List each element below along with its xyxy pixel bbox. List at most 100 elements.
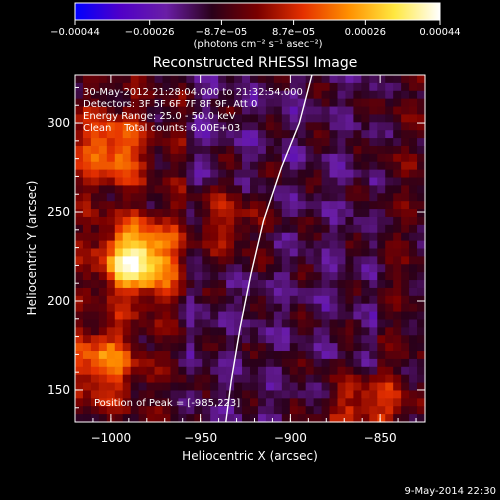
heatmap-cell — [162, 406, 172, 415]
heatmap-cell — [170, 98, 180, 108]
heatmap-cell — [138, 224, 148, 234]
x-tick-label: −850 — [364, 431, 397, 445]
heatmap-cell — [305, 335, 315, 344]
heatmap-cell — [257, 374, 267, 384]
heatmap-cell — [178, 287, 187, 297]
heatmap-cell — [281, 295, 291, 305]
heatmap-cell — [122, 319, 132, 328]
heatmap-cell — [138, 335, 148, 344]
heatmap-cell — [210, 98, 219, 108]
heatmap-cell — [82, 264, 92, 273]
heatmap-cell — [154, 264, 164, 273]
heatmap-cell — [273, 414, 283, 423]
heatmap-cell — [377, 319, 386, 328]
heatmap-cell — [226, 177, 235, 187]
heatmap-cell — [178, 311, 187, 321]
heatmap-cell — [265, 161, 275, 171]
heatmap-cell — [313, 295, 323, 305]
heatmap-cell — [361, 272, 370, 281]
heatmap-cell — [273, 193, 283, 202]
heatmap-cell — [178, 351, 187, 360]
heatmap-cell — [226, 390, 235, 399]
heatmap-cell — [257, 209, 267, 218]
heatmap-cell — [297, 122, 307, 131]
heatmap-cell — [90, 398, 100, 407]
heatmap-cell — [265, 90, 275, 100]
heatmap-cell — [385, 201, 394, 210]
heatmap-cell — [154, 366, 164, 376]
x-tick-label: −950 — [184, 431, 217, 445]
heatmap-cell — [273, 382, 283, 392]
heatmap-cell — [281, 122, 291, 131]
heatmap-cell — [114, 106, 124, 116]
heatmap-cell — [257, 248, 267, 257]
heatmap-cell — [305, 75, 315, 84]
heatmap-cell — [385, 382, 394, 392]
info-line-detectors: Detectors: 3F 5F 6F 7F 8F 9F, Att 0 — [83, 99, 257, 110]
heatmap-cell — [417, 122, 426, 131]
heatmap-cell — [369, 382, 378, 392]
heatmap-cell — [242, 169, 251, 179]
heatmap-cell — [146, 138, 156, 147]
heatmap-cell — [313, 248, 323, 257]
heatmap-cell — [202, 311, 211, 321]
heatmap-cell — [130, 82, 140, 92]
heatmap-cell — [178, 185, 187, 194]
heatmap-cell — [138, 374, 148, 384]
heatmap-cell — [218, 335, 227, 344]
heatmap-cell — [345, 130, 355, 139]
heatmap-cell — [305, 240, 315, 250]
heatmap-cell — [226, 366, 235, 376]
heatmap-cell — [297, 295, 307, 305]
heatmap-cell — [234, 327, 243, 336]
heatmap-cell — [257, 130, 267, 139]
heatmap-cell — [226, 248, 235, 257]
heatmap-cell — [210, 406, 219, 415]
heatmap-cell — [361, 248, 370, 257]
heatmap-cell — [162, 201, 172, 210]
colorbar-unit-label: (photons cm⁻² s⁻¹ asec⁻²) — [193, 39, 322, 50]
heatmap-cell — [82, 169, 92, 179]
heatmap-cell — [122, 122, 132, 131]
heatmap-cell — [114, 201, 124, 210]
heatmap-cell — [393, 382, 402, 392]
heatmap-cell — [385, 185, 394, 194]
heatmap-cell — [75, 311, 84, 321]
heatmap-cell — [353, 98, 362, 108]
heatmap-cell — [409, 224, 418, 234]
heatmap-cell — [289, 153, 299, 163]
heatmap-cell — [98, 106, 108, 116]
heatmap-cell — [218, 374, 227, 384]
heatmap-cell — [377, 398, 386, 407]
heatmap-cell — [250, 138, 259, 147]
heatmap-cell — [257, 169, 267, 179]
y-tick-label: 200 — [47, 294, 70, 308]
heatmap-cell — [377, 201, 386, 210]
heatmap-cell — [114, 256, 124, 265]
heatmap-cell — [273, 311, 283, 321]
heatmap-cell — [281, 256, 291, 265]
colorbar-tick-label: 8.7e−05 — [272, 27, 315, 38]
heatmap-cell — [106, 343, 116, 352]
heatmap-cell — [75, 264, 84, 273]
heatmap-cell — [146, 343, 156, 352]
heatmap-cell — [257, 145, 267, 155]
heatmap-cell — [75, 256, 84, 265]
heatmap-cell — [417, 295, 426, 305]
heatmap-cell — [170, 122, 180, 131]
heatmap-cell — [146, 153, 156, 163]
heatmap-cell — [186, 98, 195, 108]
heatmap-cell — [242, 319, 251, 328]
heatmap-cell — [257, 287, 267, 297]
heatmap-cell — [218, 295, 227, 305]
heatmap-cell — [170, 248, 180, 257]
heatmap-cell — [265, 280, 275, 289]
heatmap-cell — [361, 264, 370, 273]
heatmap-cell — [154, 406, 164, 415]
heatmap-cell — [377, 185, 386, 194]
heatmap-cell — [297, 374, 307, 384]
heatmap-cell — [321, 216, 331, 226]
heatmap-cell — [273, 248, 283, 257]
heatmap-cell — [250, 303, 259, 313]
heatmap-cell — [122, 303, 132, 313]
